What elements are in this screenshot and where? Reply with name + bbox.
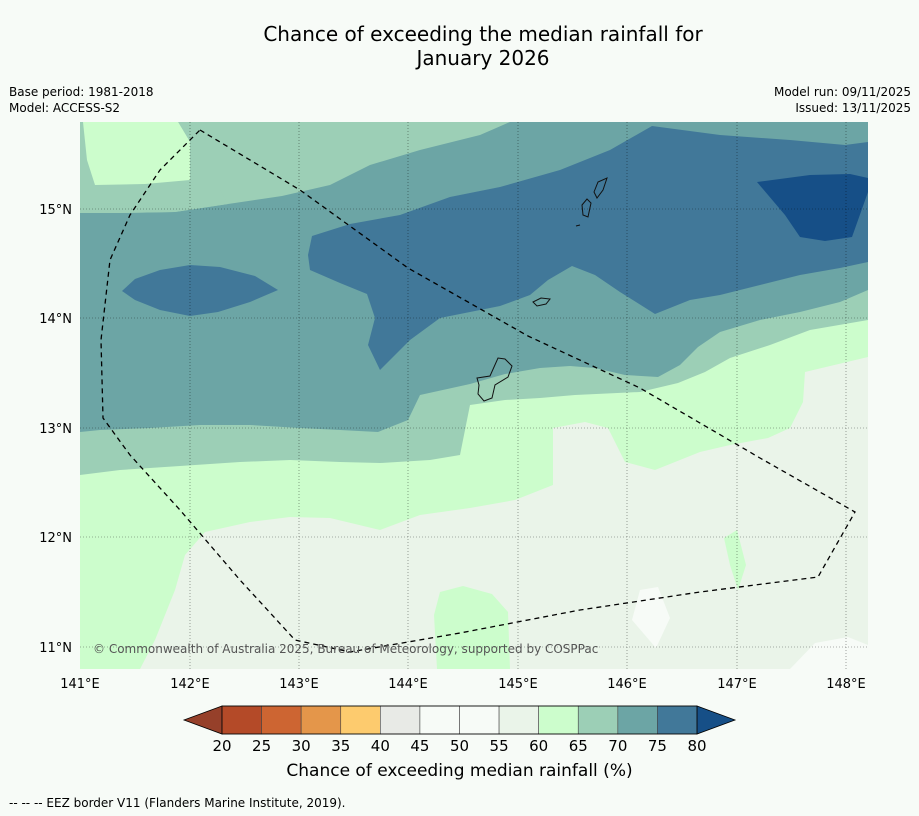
title-line-2: January 2026 <box>416 46 550 70</box>
colorbar-label: Chance of exceeding median rainfall (%) <box>286 761 633 781</box>
lat-label: 12°N <box>39 531 72 546</box>
contour-fields <box>80 122 868 669</box>
colorbar-segment <box>498 705 539 735</box>
colorbar-tick-label: 50 <box>450 737 469 755</box>
contour-60-65-nw-inner <box>83 122 190 185</box>
island-saipan <box>593 177 608 199</box>
lat-labels: 15°N 14°N 13°N 12°N 11°N <box>39 203 72 656</box>
contour-50-55-patch <box>790 637 868 669</box>
colorbar-segment <box>538 705 579 735</box>
colorbar-tick-label: 80 <box>687 737 706 755</box>
colorbar-segment <box>300 705 342 735</box>
colorbar-segment <box>340 705 381 735</box>
colorbar-tick-label: 40 <box>371 737 390 755</box>
colorbar-tick-label: 65 <box>569 737 588 755</box>
colorbar-frame <box>221 705 698 735</box>
lat-label: 13°N <box>39 422 72 437</box>
gridlines <box>80 122 868 669</box>
eez-legend: -- -- -- EEZ border V11 (Flanders Marine… <box>9 796 346 810</box>
colorbar-tick-label: 45 <box>410 737 429 755</box>
rainfall-map: © Commonwealth of Australia 2025, Bureau… <box>39 122 868 755</box>
colorbar-segment <box>577 705 619 735</box>
model-run: Model run: 09/11/2025 <box>773 85 911 99</box>
base-period: Base period: 1981-2018 <box>9 85 154 99</box>
contour-75-80 <box>308 126 868 370</box>
island-rota <box>532 297 551 307</box>
lat-label: 15°N <box>39 203 72 218</box>
colorbar-tick-label: 60 <box>529 737 548 755</box>
meta-right: Model run: 09/11/2025 Issued: 13/11/2025 <box>774 84 911 116</box>
colorbar-segment <box>657 705 698 735</box>
lat-label: 14°N <box>39 312 72 327</box>
island-aguijan <box>575 224 581 227</box>
lon-label: 141°E <box>60 677 100 692</box>
colorbar-segment <box>459 705 500 735</box>
eez-border <box>100 129 856 653</box>
island-guam <box>476 357 513 402</box>
contour-75-80-west <box>122 265 278 316</box>
lon-label: 146°E <box>607 677 647 692</box>
colorbar-under-arrow <box>182 705 223 735</box>
colorbar-segment <box>617 705 658 735</box>
colorbar-segment <box>419 705 460 735</box>
lon-label: 148°E <box>826 677 866 692</box>
colorbar-tick-label: 25 <box>252 737 271 755</box>
contour-60-65-patch <box>724 530 746 590</box>
contour-above-80 <box>757 174 868 241</box>
title-line-1: Chance of exceeding the median rainfall … <box>263 22 703 46</box>
model-name: Model: ACCESS-S2 <box>9 101 121 115</box>
lon-label: 145°E <box>498 677 538 692</box>
chart-title: Chance of exceeding the median rainfall … <box>0 22 919 70</box>
contour-50-55-patch <box>632 587 670 648</box>
lon-labels: 141°E 142°E 143°E 144°E 145°E 146°E 147°… <box>60 677 866 692</box>
colorbar-segment <box>261 705 302 735</box>
issued-date: Issued: 13/11/2025 <box>795 101 911 115</box>
lon-label: 144°E <box>388 677 428 692</box>
colorbar-tick-label: 70 <box>608 737 627 755</box>
copyright-text: © Commonwealth of Australia 2025, Bureau… <box>93 642 598 656</box>
colorbar-segment <box>380 705 421 735</box>
colorbar-tick-label: 35 <box>331 737 350 755</box>
meta-left: Base period: 1981-2018 Model: ACCESS-S2 <box>9 84 154 116</box>
colorbar-tick-label: 75 <box>648 737 667 755</box>
lon-label: 143°E <box>279 677 319 692</box>
island-tinian <box>581 198 592 218</box>
island-outlines <box>476 177 608 402</box>
lon-label: 147°E <box>717 677 757 692</box>
colorbar-tick-label: 30 <box>292 737 311 755</box>
colorbar-tick-label: 20 <box>212 737 231 755</box>
colorbar-over-arrow <box>696 705 737 735</box>
contour-60-65-patch <box>434 586 510 669</box>
colorbar-tick-label: 55 <box>490 737 509 755</box>
colorbar: 20 25 30 35 40 45 50 55 60 65 70 75 80 <box>182 705 737 755</box>
lon-label: 142°E <box>170 677 210 692</box>
lat-label: 11°N <box>39 641 72 656</box>
colorbar-segment <box>221 705 262 735</box>
